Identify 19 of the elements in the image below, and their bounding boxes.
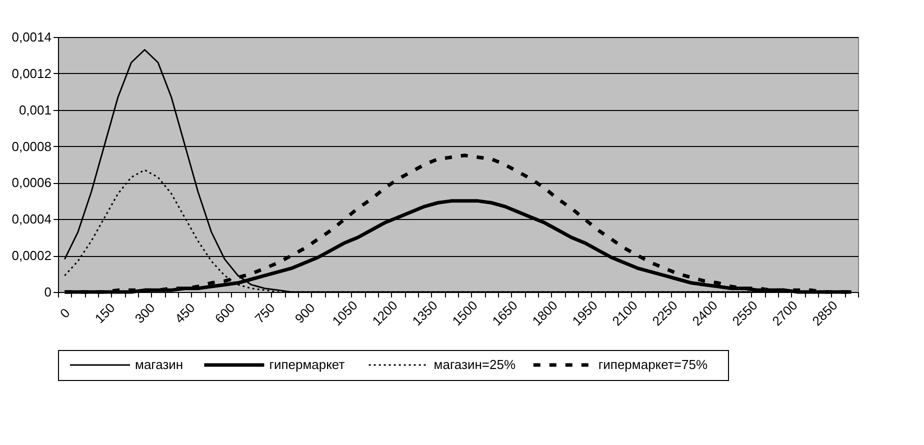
y-tick-label: 0,0006 (12, 175, 52, 190)
legend-label: магазин=25% (434, 357, 516, 372)
y-tick-label: 0,0004 (12, 212, 52, 227)
legend-label: гипермаркет=75% (598, 357, 708, 372)
y-tick-label: 0,0008 (12, 138, 52, 154)
legend-label: гипермаркет (269, 357, 345, 372)
x-tick-label: 150 (92, 300, 118, 326)
x-tick-label: 900 (292, 300, 318, 326)
y-tick-label: 0,0002 (12, 248, 52, 264)
x-tick-label: 600 (212, 300, 238, 326)
x-tick-label: 0 (56, 305, 73, 322)
x-tick-label: 450 (172, 300, 198, 326)
x-tick-label: 300 (132, 300, 158, 326)
y-tick-label: 0,0012 (12, 66, 52, 81)
legend-label: магазин (135, 357, 184, 372)
y-tick-label: 0,0014 (12, 30, 52, 44)
x-tick-label: 750 (252, 300, 278, 326)
y-tick-label: 0,001 (18, 102, 52, 118)
y-tick-label: 0 (44, 284, 52, 300)
